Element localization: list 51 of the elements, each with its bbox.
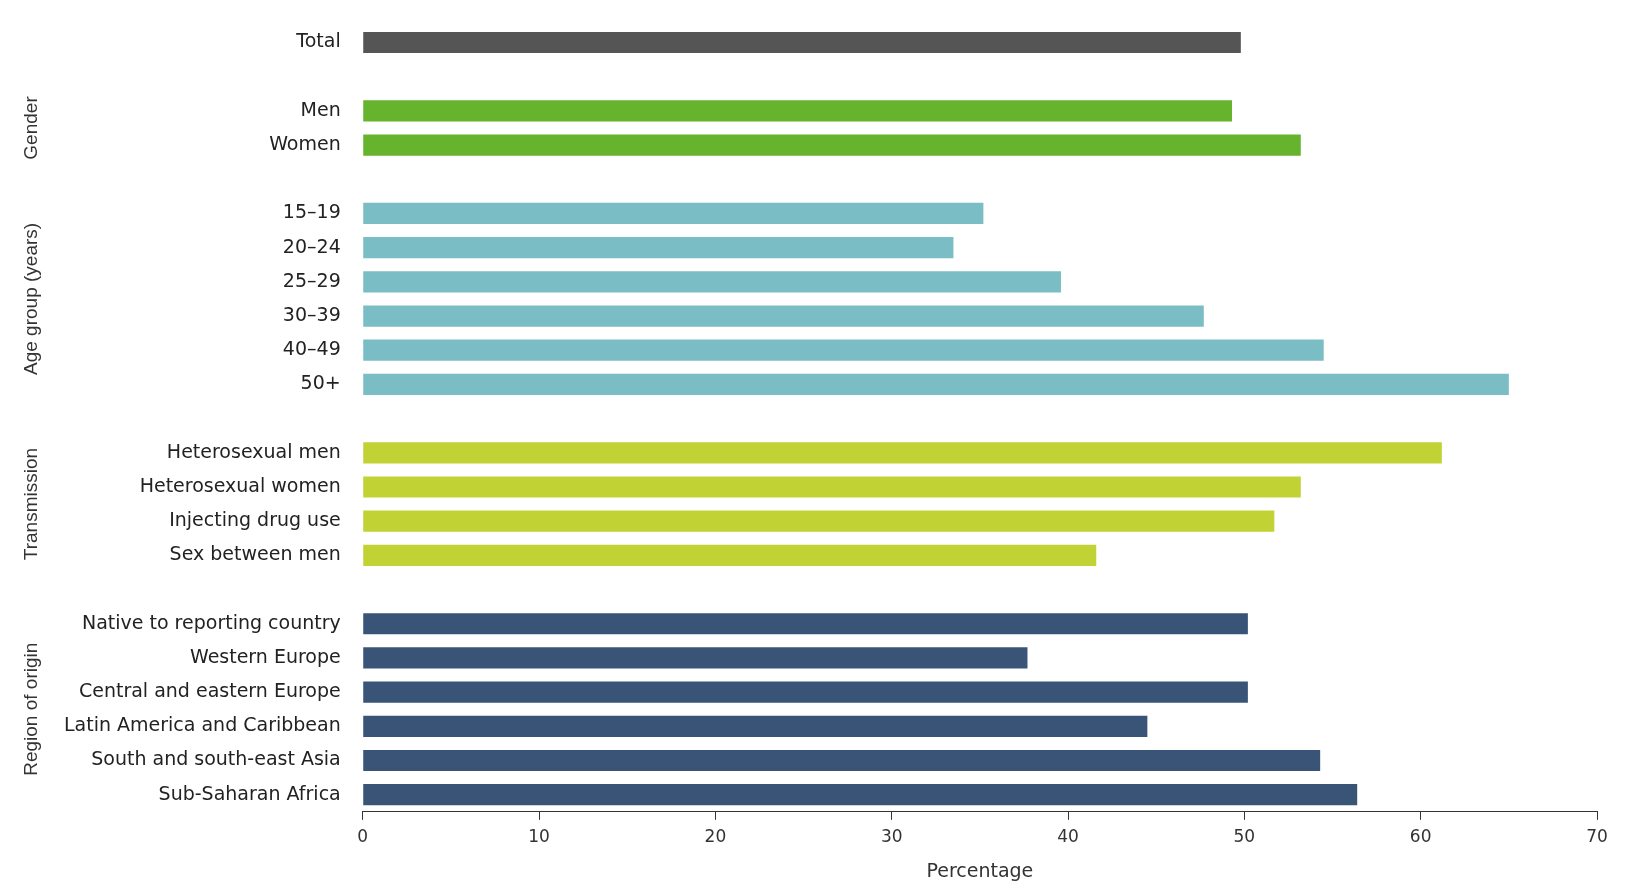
y-tick-label: 40–49 xyxy=(282,337,341,360)
bar xyxy=(363,339,1324,361)
y-tick-label: Latin America and Caribbean xyxy=(64,713,341,736)
y-tick-label: Heterosexual men xyxy=(166,439,341,462)
x-axis-title: Percentage xyxy=(926,858,1034,881)
y-tick-label: Sub-Saharan Africa xyxy=(158,781,341,804)
bar xyxy=(363,681,1248,703)
bar xyxy=(363,134,1301,156)
x-tick-label: 70 xyxy=(1586,826,1608,847)
bar xyxy=(363,784,1358,806)
bar xyxy=(363,476,1301,498)
bar xyxy=(363,373,1509,396)
y-tick-label: 15–19 xyxy=(282,200,341,223)
text: Age group (years) xyxy=(20,222,42,375)
bar xyxy=(363,271,1061,293)
y-tick-label: Western Europe xyxy=(189,644,341,667)
y-tick-label: Sex between men xyxy=(169,542,341,565)
bar xyxy=(363,31,1241,54)
y-tick-label: 25–29 xyxy=(282,268,341,291)
x-tick-label: 40 xyxy=(1057,826,1079,847)
y-tick-label: South and south-east Asia xyxy=(91,747,341,770)
x-tick-label: 0 xyxy=(357,826,369,847)
y-tick-label: Native to reporting country xyxy=(81,610,341,633)
text: Region of origin xyxy=(20,642,42,776)
bar xyxy=(363,202,984,225)
y-tick-label: 20–24 xyxy=(282,234,341,257)
y-tick-label: Central and eastern Europe xyxy=(78,679,341,702)
bar xyxy=(363,510,1275,532)
bar xyxy=(363,749,1321,772)
x-tick-label: 50 xyxy=(1233,826,1256,847)
bar xyxy=(363,442,1442,464)
x-tick-label: 20 xyxy=(704,826,727,847)
text: Transmission xyxy=(20,447,42,561)
text: Gender xyxy=(20,95,42,160)
bar xyxy=(363,100,1233,122)
y-tick-label: 50+ xyxy=(300,371,341,394)
bar xyxy=(363,544,1097,566)
y-tick-label: Heterosexual women xyxy=(139,473,341,496)
y-tick-label: Women xyxy=(269,132,341,155)
bar xyxy=(363,715,1148,737)
y-tick-label: 30–39 xyxy=(282,302,341,325)
bar xyxy=(363,305,1204,327)
bar xyxy=(363,647,1028,669)
x-tick-label: 30 xyxy=(880,826,903,847)
x-tick-label: 60 xyxy=(1409,826,1432,847)
bar xyxy=(363,613,1248,635)
y-tick-label: Men xyxy=(300,97,341,120)
y-tick-label: Injecting drug use xyxy=(169,508,341,531)
x-tick-label: 10 xyxy=(528,826,550,847)
y-tick-label: Total xyxy=(295,29,341,52)
bar xyxy=(363,237,954,259)
